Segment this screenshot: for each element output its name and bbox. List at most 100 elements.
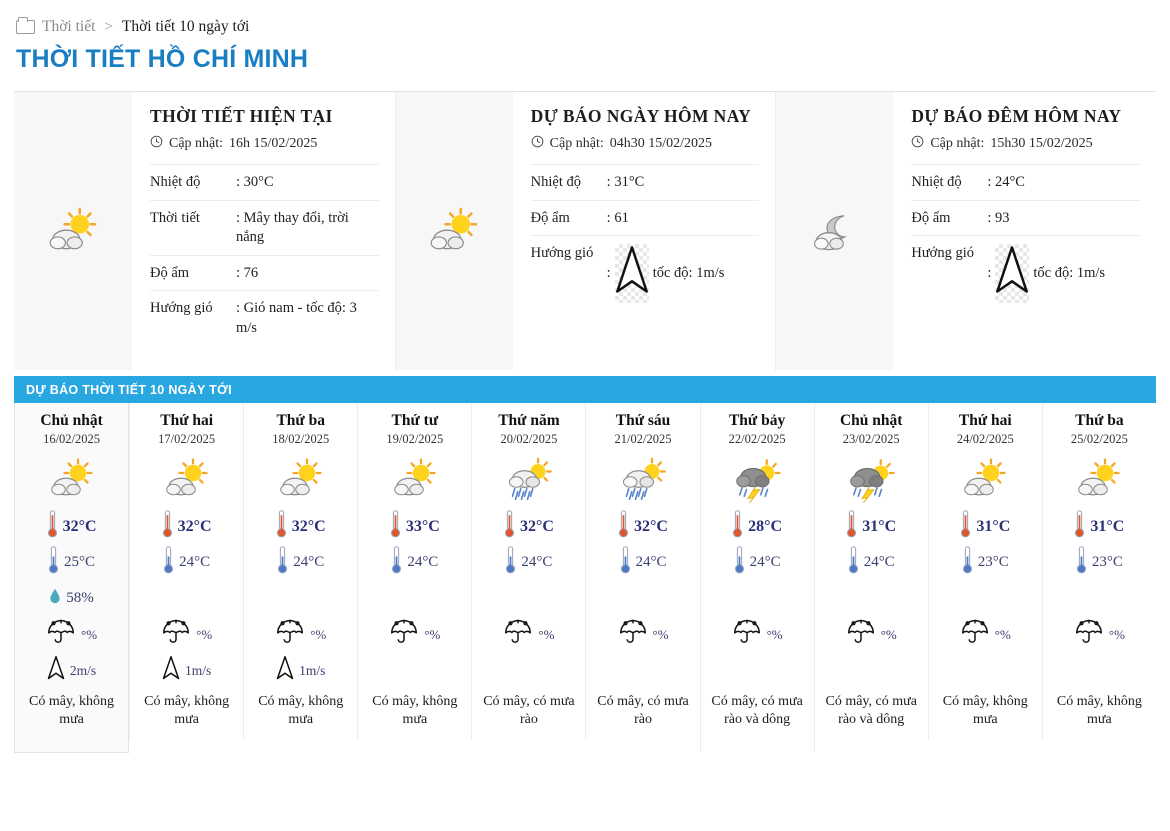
breadcrumb: Thời tiết > Thời tiết 10 ngày tới: [0, 0, 1170, 36]
sun-behind-cloud-icon: [361, 453, 468, 505]
forecast-low-temp: 24°C: [247, 545, 354, 581]
forecast-day-card[interactable]: Thứ bảy 22/02/2025 28°C 24°C °% Có mây, có mư…: [699, 403, 814, 752]
forecast-high-value: 32°C: [519, 517, 554, 535]
summary-row-value: : Gió nam - tốc độ: 3 m/s: [234, 290, 379, 346]
forecast-day-card[interactable]: Thứ năm 20/02/2025 32°C 24°C °% Có mây, có mư…: [471, 403, 585, 740]
forecast-high-temp: 32°C: [18, 509, 125, 545]
thermometer-cold-icon: [505, 545, 516, 580]
summary-panel-table: Nhiệt độ: 31°C Độ ẩm: 61 Hướng gió: tốc độ:…: [530, 164, 760, 310]
thermometer-hot-icon: [1074, 509, 1085, 544]
summary-row-key: Thời tiết: [150, 199, 234, 256]
summary-panel-updated: Cập nhật: 15h30 15/02/2025: [911, 135, 1140, 153]
summary-row: Độ ẩm: 61: [530, 199, 760, 236]
forecast-low-value: 24°C: [863, 554, 895, 571]
forecast-high-temp: 32°C: [133, 509, 240, 545]
wind-speed-text: tốc độ: 1m/s: [652, 264, 725, 281]
forecast-wind-value: 1m/s: [299, 662, 326, 678]
forecast-day-date: 20/02/2025: [500, 431, 558, 446]
ten-day-forecast-strip: Chủ nhật 16/02/2025 32°C 25°C 58% °% 2m/s Có mâ…: [14, 403, 1156, 753]
forecast-day-name: Thứ hai: [958, 412, 1012, 429]
forecast-description: Có mây, có mưa rào và dông: [711, 693, 803, 728]
summary-panel-3: DỰ BÁO ĐÊM HÔM NAY Cập nhật: 15h30 15/02/2…: [775, 92, 1156, 370]
sun-cloud-rain-icon: [475, 453, 582, 505]
summary-row-key: Hướng gió: [150, 290, 234, 346]
forecast-day-card[interactable]: Chủ nhật 16/02/2025 32°C 25°C 58% °% 2m/s Có mâ…: [14, 403, 130, 753]
forecast-rain-chance: °%: [247, 617, 354, 653]
forecast-day-card[interactable]: Thứ ba 18/02/2025 32°C 24°C °% 1m/s Có mây, kh…: [243, 403, 357, 740]
forecast-day-card[interactable]: Thứ sáu 21/02/2025 32°C 24°C °% Có mây, có mư…: [585, 403, 699, 740]
forecast-day-card[interactable]: Thứ hai 17/02/2025 32°C 24°C °% 1m/s Có mây, k…: [129, 403, 243, 740]
sun-behind-cloud-icon: [394, 92, 513, 370]
sun-cloud-rain-icon: [589, 453, 696, 505]
forecast-day-name: Thứ ba: [276, 412, 325, 429]
forecast-rain-chance: °%: [589, 617, 696, 653]
forecast-wind-empty: [361, 653, 468, 689]
thermometer-cold-icon: [848, 545, 859, 580]
thermometer-cold-icon: [391, 545, 402, 580]
forecast-day-date: 22/02/2025: [728, 431, 786, 446]
summary-row: Thời tiết: Mây thay đổi, trời nắng: [150, 199, 379, 256]
forecast-rain-value: °%: [1108, 626, 1125, 642]
summary-wind-key: Hướng gió: [530, 235, 605, 310]
forecast-humidity-empty: [932, 581, 1039, 617]
forecast-high-value: 31°C: [976, 517, 1011, 535]
sun-behind-cloud-icon: [247, 453, 354, 505]
forecast-description: Có mây, có mưa rào và dông: [825, 693, 917, 728]
breadcrumb-current: Thời tiết 10 ngày tới: [121, 18, 250, 35]
thermometer-cold-icon: [962, 545, 973, 580]
forecast-rain-value: °%: [424, 626, 441, 642]
summary-row-value: : 61: [604, 199, 760, 236]
thunderstorm-icon: [704, 453, 811, 505]
forecast-day-date: 23/02/2025: [842, 431, 900, 446]
forecast-day-card[interactable]: Thứ ba 25/02/2025 31°C 23°C °% Có mây, không …: [1041, 403, 1156, 740]
forecast-rain-chance: °%: [361, 617, 468, 653]
forecast-wind-empty: [818, 653, 925, 689]
forecast-wind-empty: [589, 653, 696, 689]
thermometer-hot-icon: [618, 509, 629, 544]
forecast-rain-value: °%: [880, 626, 897, 642]
forecast-low-value: 23°C: [1091, 554, 1123, 571]
forecast-day-card[interactable]: Thứ hai 24/02/2025 31°C 23°C °% Có mây, không…: [927, 403, 1042, 740]
forecast-day-name: Chủ nhật: [839, 412, 903, 429]
summary-panels: THỜI TIẾT HIỆN TẠI Cập nhật: 16h 15/02/202…: [14, 92, 1156, 370]
forecast-description: Có mây, không mưa: [258, 693, 344, 728]
water-drop-icon: [49, 588, 61, 609]
forecast-low-value: 24°C: [407, 554, 439, 571]
umbrella-icon: [732, 618, 762, 651]
forecast-high-temp: 31°C: [818, 509, 925, 545]
forecast-description: Có mây, không mưa: [144, 693, 230, 728]
forecast-low-value: 24°C: [521, 554, 553, 571]
forecast-humidity-empty: [704, 581, 811, 617]
summary-row: Độ ẩm: 76: [150, 254, 379, 291]
summary-wind-value: : tốc độ: 1m/s: [985, 235, 1141, 310]
forecast-high-value: 32°C: [62, 517, 97, 535]
title-divider: [14, 91, 1156, 92]
summary-row-value: : 31°C: [604, 164, 760, 201]
folder-icon: [16, 17, 35, 34]
forecast-rain-chance: °%: [1046, 617, 1153, 653]
forecast-rain-value: °%: [310, 626, 327, 642]
forecast-rain-value: °%: [81, 626, 98, 642]
forecast-day-card[interactable]: Chủ nhật 23/02/2025 31°C 24°C °% Có mây, có m…: [813, 403, 928, 752]
umbrella-icon: [161, 618, 191, 651]
thermometer-hot-icon: [846, 509, 857, 544]
page-title: THỜI TIẾT HỒ CHÍ MINH: [16, 45, 309, 73]
forecast-description: Có mây, không mưa: [942, 693, 1028, 728]
umbrella-icon: [275, 618, 305, 651]
umbrella-icon: [503, 618, 533, 651]
forecast-wind: 1m/s: [133, 653, 240, 689]
forecast-day-date: 17/02/2025: [158, 431, 216, 446]
forecast-day-card[interactable]: Thứ tư 19/02/2025 33°C 24°C °% Có mây, không …: [357, 403, 471, 740]
forecast-rain-chance: °%: [932, 617, 1039, 653]
summary-panel-body: DỰ BÁO NGÀY HÔM NAY Cập nhật: 04h30 15/02/…: [513, 92, 776, 370]
forecast-high-temp: 32°C: [589, 509, 696, 545]
forecast-rain-value: °%: [766, 626, 783, 642]
forecast-day-name: Thứ sáu: [615, 412, 671, 429]
forecast-high-value: 32°C: [634, 517, 668, 535]
forecast-low-value: 24°C: [293, 554, 325, 571]
thermometer-hot-icon: [960, 509, 971, 544]
wind-direction-arrow-icon: [276, 655, 294, 686]
summary-row: Nhiệt độ: 24°C: [911, 164, 1141, 201]
breadcrumb-parent-link[interactable]: Thời tiết: [42, 18, 96, 35]
forecast-day-date: 21/02/2025: [614, 431, 672, 446]
